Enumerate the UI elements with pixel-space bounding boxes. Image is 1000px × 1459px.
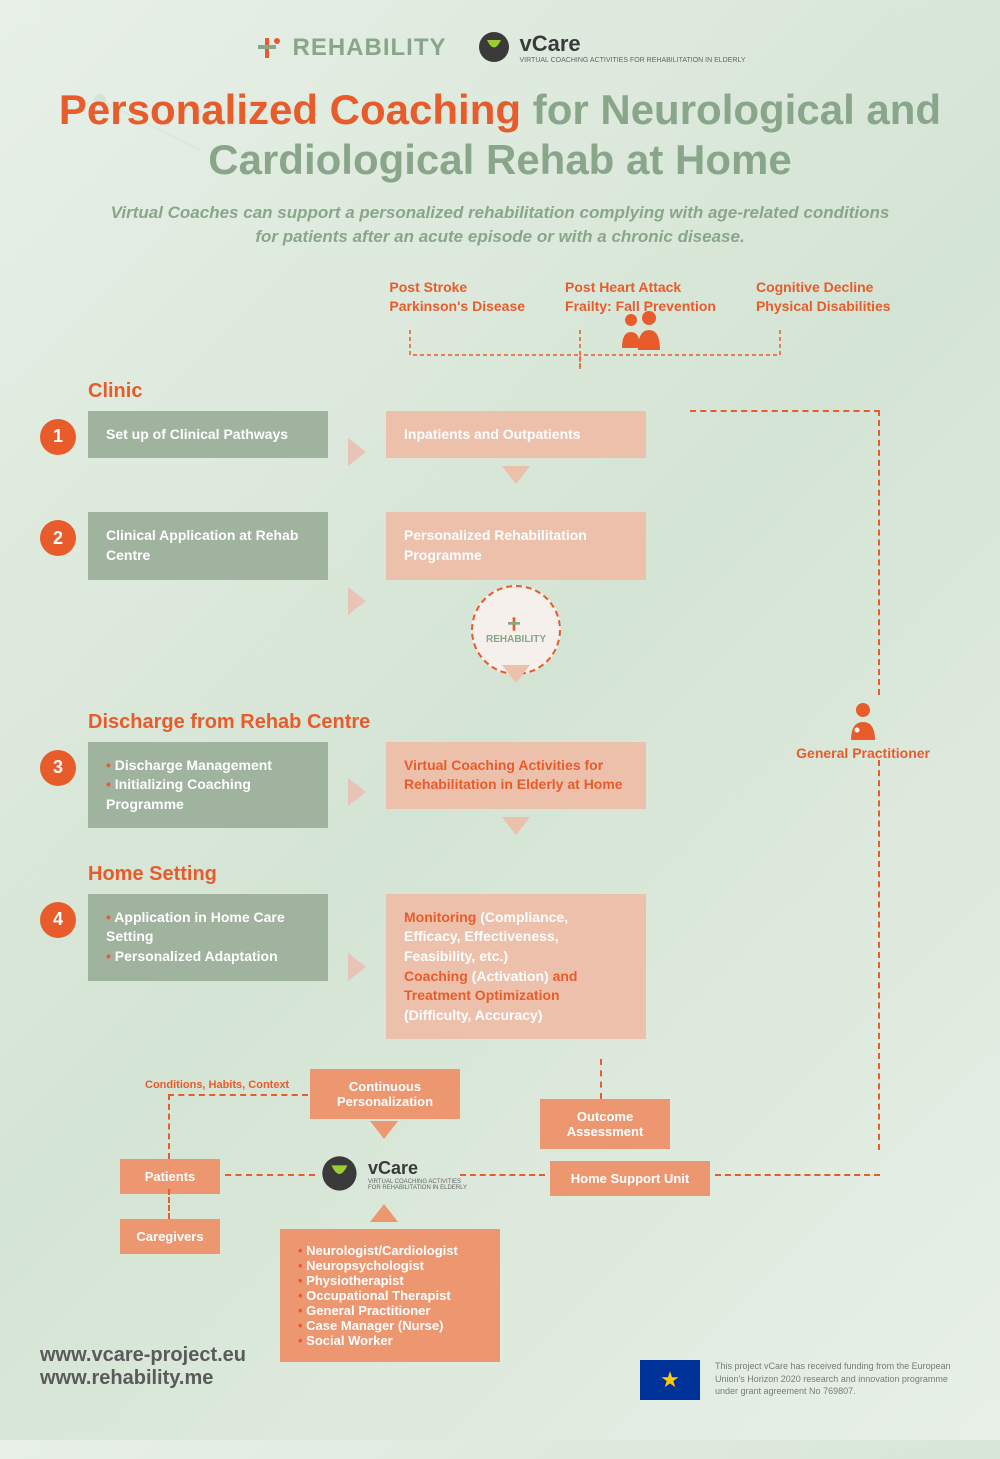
rehability-link[interactable]: www.rehability.me: [40, 1367, 246, 1390]
footer-links: www.vcare-project.eu www.rehability.me: [40, 1344, 246, 1390]
arrow-right-icon: [348, 953, 366, 981]
arrow-down-icon: [502, 817, 530, 835]
step-4-peach: Monitoring (Compliance, Efficacy, Effect…: [386, 894, 646, 1040]
step-2-peach: Personalized Rehabilitation Programme: [386, 512, 646, 579]
outcome-box: Outcome Assessment: [540, 1099, 670, 1149]
dashed-connector: [690, 410, 880, 412]
rehability-circle: REHABILITY: [471, 585, 561, 675]
vcare-link[interactable]: www.vcare-project.eu: [40, 1344, 246, 1367]
personalization-box: Continuous Personalization: [310, 1069, 460, 1119]
vcare-logo: vCare VIRTUAL COACHING ACTIVITIES FOR RE…: [477, 30, 746, 65]
arrow-right-icon: [348, 587, 366, 615]
arrow-right-icon: [348, 778, 366, 806]
specialist-item: Case Manager (Nurse): [298, 1318, 482, 1333]
arrow-down-icon: [502, 665, 530, 683]
subtitle: Virtual Coaches can support a personaliz…: [100, 201, 900, 249]
vcare-icon: [477, 30, 512, 65]
section-home: Home Setting: [88, 863, 960, 886]
dashed-connector: [878, 410, 880, 695]
specialist-item: Neuropsychologist: [298, 1258, 482, 1273]
gp-block: General Practitioner: [796, 700, 930, 761]
vcare-center-logo: vCare VIRTUAL COACHING ACTIVITIES FOR RE…: [320, 1154, 467, 1194]
main-title: Personalized Coaching for Neurological a…: [40, 85, 960, 186]
rehability-text: REHABILITY: [293, 34, 447, 62]
step-2-num: 2: [40, 520, 76, 556]
step-1-row: 1 Set up of Clinical Pathways Inpatients…: [40, 411, 960, 493]
condition-2: Post Heart Attack Frailty: Fall Preventi…: [565, 278, 716, 314]
step-3-peach: Virtual Coaching Activities for Rehabili…: [386, 742, 646, 809]
step-2-row: 2 Clinical Application at Rehab Centre P…: [40, 512, 960, 690]
doctor-icon: [845, 700, 881, 740]
step-1-green: Set up of Clinical Pathways: [88, 411, 328, 459]
eu-flag-icon: ★: [640, 1360, 700, 1400]
footer-eu: ★ This project vCare has received fundin…: [640, 1360, 960, 1400]
step-4-num: 4: [40, 902, 76, 938]
vcare-text: vCare: [520, 31, 746, 57]
specialists-box: Neurologist/CardiologistNeuropsychologis…: [280, 1229, 500, 1362]
step-3-num: 3: [40, 750, 76, 786]
conditions-label: Conditions, Habits, Context: [145, 1079, 289, 1091]
rehability-logo: REHABILITY: [255, 33, 447, 63]
step-4-row: 4 Application in Home Care Setting Perso…: [40, 894, 960, 1040]
step-2-green: Clinical Application at Rehab Centre: [88, 512, 328, 579]
step-3-green: Discharge Management Initializing Coachi…: [88, 742, 328, 829]
specialist-item: Occupational Therapist: [298, 1288, 482, 1303]
arrow-down-icon: [502, 466, 530, 484]
specialist-item: Neurologist/Cardiologist: [298, 1243, 482, 1258]
eu-funding-text: This project vCare has received funding …: [715, 1360, 960, 1398]
home-support-box: Home Support Unit: [550, 1161, 710, 1196]
header-logos: REHABILITY vCare VIRTUAL COACHING ACTIVI…: [40, 30, 960, 65]
arrow-up-icon: [370, 1204, 398, 1222]
step-1-num: 1: [40, 419, 76, 455]
step-1-peach: Inpatients and Outpatients: [386, 411, 646, 459]
patients-box: Patients: [120, 1159, 220, 1194]
specialist-item: Social Worker: [298, 1333, 482, 1348]
condition-connectors: [380, 330, 840, 380]
specialist-item: General Practitioner: [298, 1303, 482, 1318]
specialist-item: Physiotherapist: [298, 1273, 482, 1288]
arrow-right-icon: [348, 438, 366, 466]
step-4-green: Application in Home Care Setting Persona…: [88, 894, 328, 981]
rehability-icon: [255, 33, 285, 63]
caregivers-box: Caregivers: [120, 1219, 220, 1254]
section-clinic: Clinic: [88, 380, 960, 403]
vcare-subtitle: VIRTUAL COACHING ACTIVITIES FOR REHABILI…: [520, 57, 746, 64]
